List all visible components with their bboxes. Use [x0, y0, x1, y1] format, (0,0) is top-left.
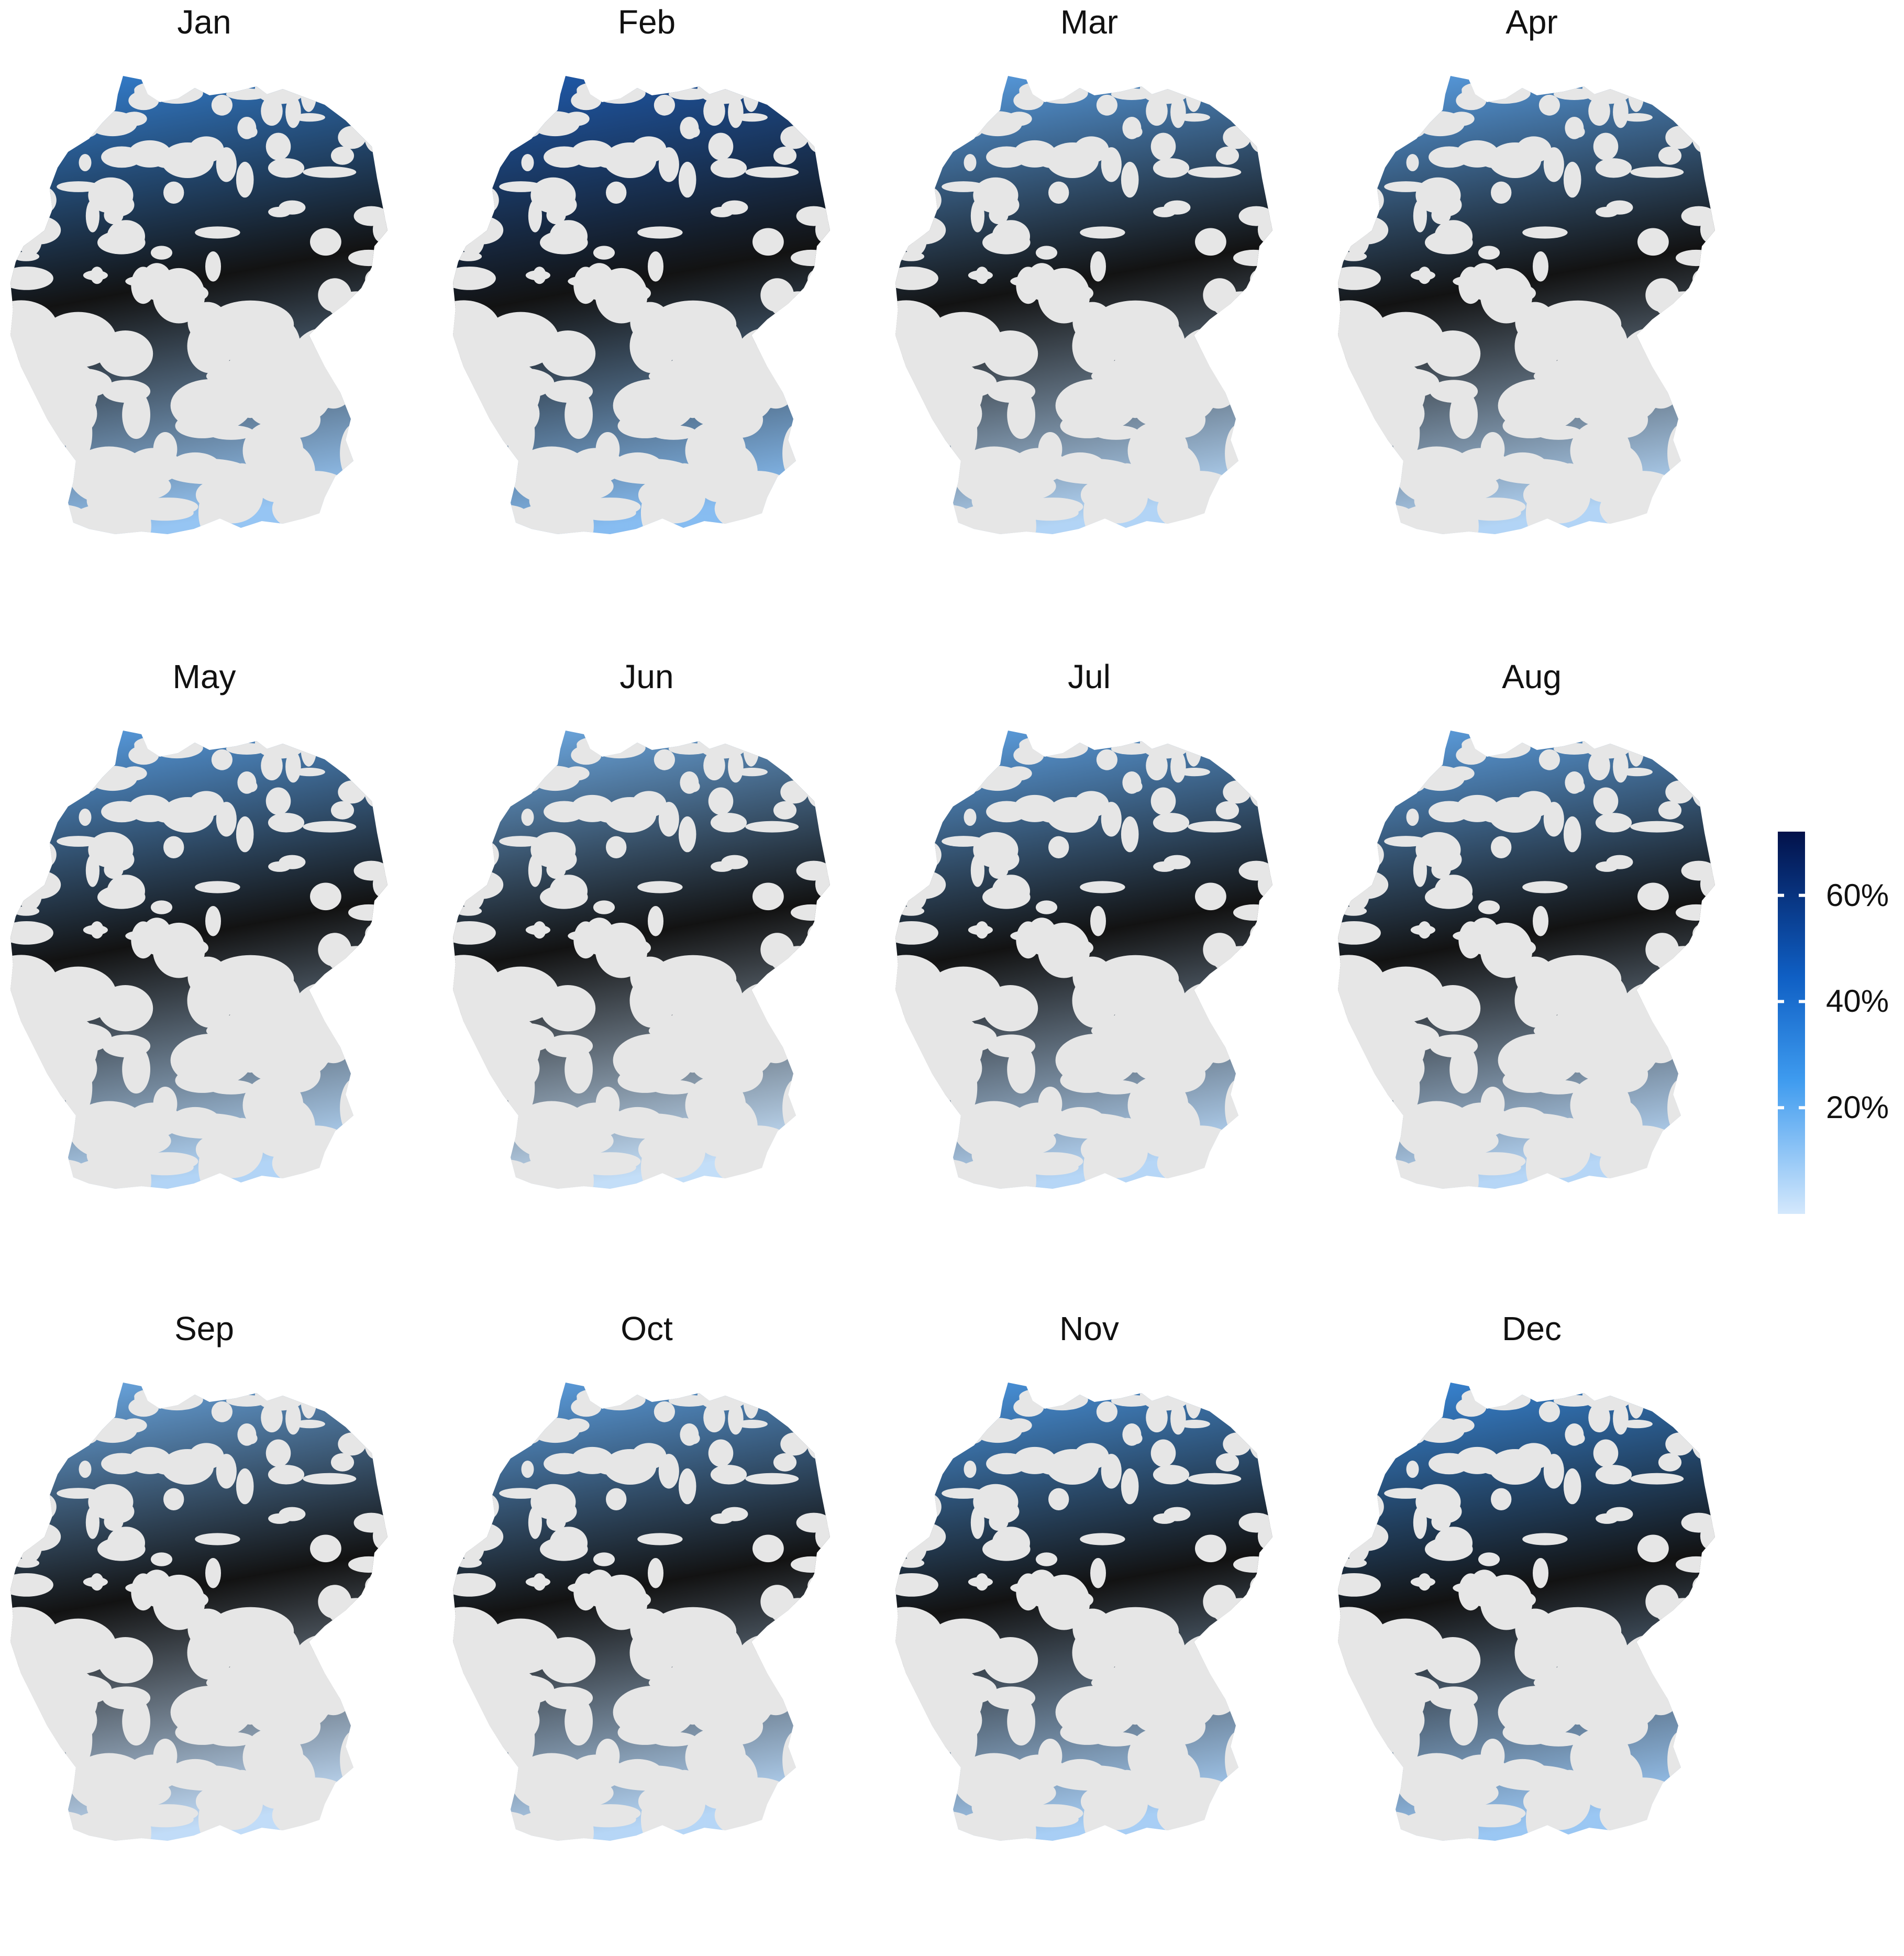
map-panel-feb: Feb [442, 0, 888, 649]
colorbar-tick [1799, 1106, 1805, 1110]
germany-map [1338, 76, 1715, 534]
germany-map [895, 731, 1272, 1189]
map-panel-mar: Mar [885, 0, 1330, 649]
panel-title: Oct [621, 1310, 673, 1347]
germany-map [453, 76, 830, 534]
panel-title: Aug [1502, 658, 1562, 695]
germany-map [895, 76, 1272, 534]
map-panel-oct: Oct [442, 1307, 888, 1956]
map-panel-dec: Dec [1327, 1307, 1773, 1956]
map-panel-apr: Apr [1327, 0, 1773, 649]
colorbar-tick-label: 60% [1826, 877, 1889, 913]
germany-map [1338, 1383, 1715, 1841]
germany-map [10, 1383, 388, 1841]
colorbar-tick [1778, 1000, 1784, 1003]
germany-map [453, 731, 830, 1189]
map-panel-aug: Aug [1327, 655, 1773, 1304]
colorbar-tick-label: 40% [1826, 983, 1889, 1019]
colorbar-tick [1778, 893, 1784, 897]
colorbar-tick [1778, 1106, 1784, 1110]
panel-title: Sep [174, 1310, 234, 1347]
colorbar-tick [1799, 893, 1805, 897]
panel-title: May [172, 658, 236, 695]
map-panel-jan: Jan [0, 0, 445, 649]
germany-map [453, 1383, 830, 1841]
panel-title: Jan [177, 3, 231, 41]
germany-map [10, 731, 388, 1189]
colorbar-tick [1799, 1000, 1805, 1003]
germany-map [1338, 731, 1715, 1189]
panel-title: Apr [1506, 3, 1558, 41]
panel-title: Mar [1060, 3, 1119, 41]
colorbar-tick-label: 20% [1826, 1090, 1889, 1125]
panel-title: Feb [617, 3, 676, 41]
map-grid: Jan Feb Mar Apr May Jun Jul Aug Sep Oct Nov Dec [0, 0, 1773, 1841]
map-panel-nov: Nov [885, 1307, 1330, 1956]
panel-title: Nov [1059, 1310, 1119, 1347]
panel-title: Dec [1502, 1310, 1562, 1347]
colorbar [1778, 832, 1805, 1214]
germany-map [895, 1383, 1272, 1841]
map-panel-jul: Jul [885, 655, 1330, 1304]
no-data-patches [453, 731, 830, 1189]
map-panel-may: May [0, 655, 445, 1304]
panel-title: Jun [619, 658, 674, 695]
colorbar-gradient [1778, 832, 1805, 1214]
germany-map [10, 76, 388, 534]
panel-title: Jul [1068, 658, 1111, 695]
map-panel-sep: Sep [0, 1307, 445, 1956]
map-panel-jun: Jun [442, 655, 888, 1304]
